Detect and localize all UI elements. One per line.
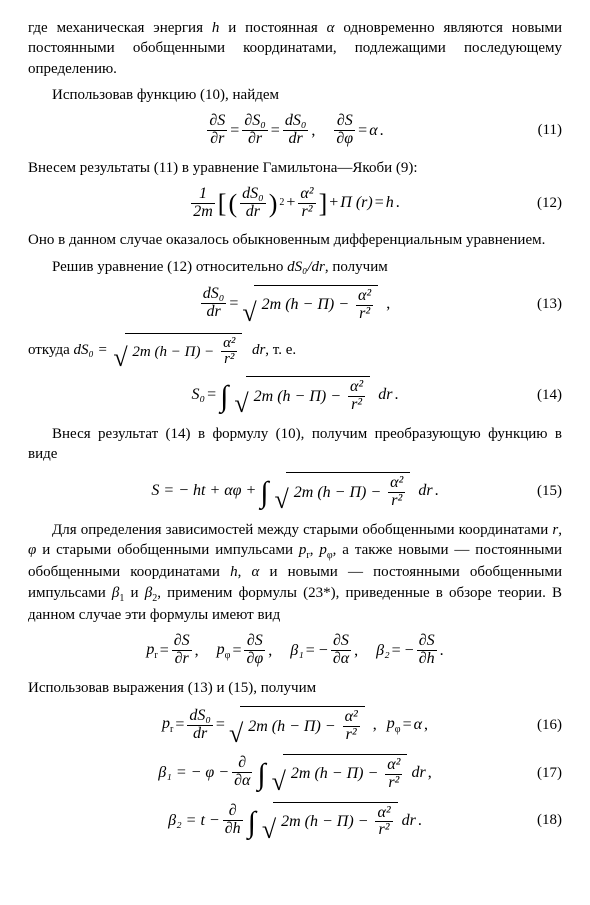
equation-12: 12m [ ( dS₀dr )2 + α²r² ] + П (r) = h. (…	[28, 186, 562, 221]
equation-11: ∂S∂r = ∂S₀∂r = dS₀dr , ∂S∂φ = α. (11)	[28, 113, 562, 148]
eqno-17: (17)	[537, 763, 562, 783]
eqno-12: (12)	[537, 193, 562, 213]
paragraph-9: Использовав выражения (13) и (15), получ…	[28, 678, 562, 698]
paragraph-2: Использовав функцию (10), найдем	[28, 85, 562, 105]
equation-14: S₀= ∫ √ 2m (h − П) − α²r² dr. (14)	[28, 376, 562, 414]
paragraph-8: Для определения зависимостей между стары…	[28, 520, 562, 626]
eqno-11: (11)	[538, 120, 562, 140]
paragraph-6: откуда dS₀ = √ 2m (h − П) − α²r² dr, т. …	[28, 333, 562, 369]
eqno-14: (14)	[537, 385, 562, 405]
paragraph-5: Решив уравнение (12) относительно dS₀/dr…	[28, 257, 562, 277]
eqno-16: (16)	[537, 715, 562, 735]
equation-impulses: pr= ∂S∂r , pφ= ∂S∂φ , β₁= − ∂S∂α , β₂= −…	[28, 633, 562, 668]
equation-16: pr= dS₀dr = √ 2m (h − П) − α²r² , pφ= α,…	[28, 706, 562, 744]
equation-17: β₁ = − φ − ∂∂α ∫ √ 2m (h − П) − α²r² dr,…	[28, 754, 562, 792]
paragraph-3: Внесем результаты (11) в уравнение Гамил…	[28, 158, 562, 178]
eqno-18: (18)	[537, 810, 562, 830]
paragraph-1: где механическая энергия h и постоянная …	[28, 18, 562, 79]
paragraph-4: Оно в данном случае оказалось обыкновенн…	[28, 230, 562, 250]
equation-15: S = − ht + αφ + ∫ √ 2m (h − П) − α²r² dr…	[28, 472, 562, 510]
eqno-15: (15)	[537, 481, 562, 501]
equation-13: dS₀dr = √ 2m (h − П) − α²r² , (13)	[28, 285, 562, 323]
equation-18: β₂ = t − ∂∂h ∫ √ 2m (h − П) − α²r² dr. (…	[28, 802, 562, 840]
eqno-13: (13)	[537, 294, 562, 314]
paragraph-7: Внеся результат (14) в формулу (10), пол…	[28, 424, 562, 465]
